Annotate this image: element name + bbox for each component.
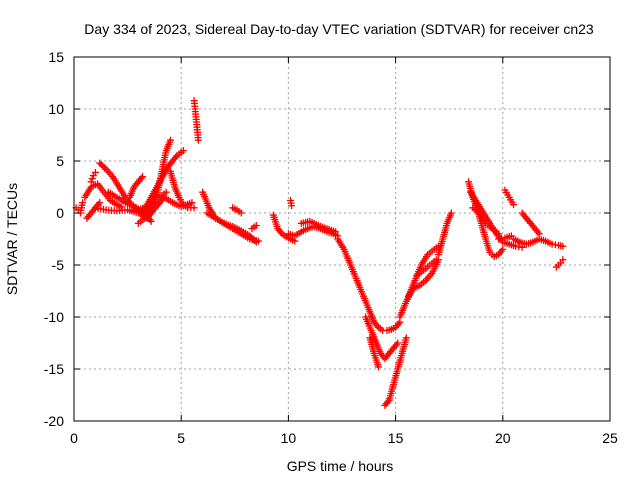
data-point bbox=[117, 203, 125, 211]
data-point bbox=[252, 221, 260, 229]
data-point bbox=[559, 242, 567, 250]
y-tick-label: 5 bbox=[56, 153, 64, 169]
data-series-s13 bbox=[166, 167, 198, 212]
data-point bbox=[402, 334, 410, 342]
data-point bbox=[510, 201, 518, 209]
x-tick-label: 10 bbox=[281, 430, 297, 446]
data-point bbox=[139, 173, 147, 181]
y-axis-label: SDTVAR / TECUs bbox=[4, 183, 20, 295]
x-tick-label: 20 bbox=[495, 430, 511, 446]
data-point bbox=[188, 199, 196, 207]
data-point bbox=[374, 363, 382, 371]
data-series-s14 bbox=[190, 97, 202, 144]
data-series-s4 bbox=[87, 168, 99, 186]
data-series-s29 bbox=[413, 256, 440, 279]
y-tick-label: -20 bbox=[44, 413, 64, 429]
data-point bbox=[447, 209, 455, 217]
data-point bbox=[432, 256, 440, 264]
x-axis-label: GPS time / hours bbox=[287, 458, 394, 474]
data-series-s17 bbox=[229, 204, 245, 217]
data-point bbox=[87, 178, 95, 186]
data-point bbox=[97, 161, 105, 169]
data-series-s1 bbox=[72, 199, 87, 217]
data-series-s38 bbox=[552, 256, 567, 271]
data-point bbox=[288, 202, 296, 210]
data-point bbox=[162, 188, 170, 196]
data-point bbox=[99, 162, 107, 170]
data-series-s20 bbox=[287, 197, 296, 210]
data-series-s23 bbox=[334, 235, 404, 335]
data-point bbox=[237, 209, 245, 217]
grid-layer bbox=[74, 57, 610, 421]
data-series-s2 bbox=[81, 180, 125, 211]
data-series-s34 bbox=[495, 232, 515, 243]
data-point bbox=[147, 217, 155, 225]
data-series-s19 bbox=[269, 211, 299, 245]
x-tick-label: 25 bbox=[602, 430, 618, 446]
data-series-s16 bbox=[203, 209, 262, 245]
data-series-s25 bbox=[366, 334, 382, 371]
data-point bbox=[79, 199, 87, 207]
data-series-s8 bbox=[126, 173, 147, 201]
data-point bbox=[101, 164, 109, 172]
data-point bbox=[190, 204, 198, 212]
data-point bbox=[166, 136, 174, 144]
data-point bbox=[179, 147, 187, 155]
data-point bbox=[559, 256, 567, 264]
x-tick-label: 15 bbox=[388, 430, 404, 446]
data-series-s26 bbox=[381, 334, 410, 409]
data-point bbox=[194, 136, 202, 144]
y-tick-label: -15 bbox=[44, 361, 64, 377]
y-tick-label: -5 bbox=[52, 257, 65, 273]
data-series-s37 bbox=[510, 235, 567, 250]
y-tick-label: 0 bbox=[56, 205, 64, 221]
data-point bbox=[499, 245, 507, 253]
data-point bbox=[96, 159, 104, 167]
data-series-s22 bbox=[297, 217, 340, 236]
x-tick-label: 5 bbox=[177, 430, 185, 446]
data-point bbox=[254, 237, 262, 245]
data-series-s24 bbox=[362, 313, 402, 363]
axis-layer: 0 5 10 15 20 25 -20 -15 -10 -5 0 5 10 15 bbox=[44, 49, 618, 446]
plot-frame bbox=[73, 56, 611, 422]
y-tick-label: 10 bbox=[48, 101, 64, 117]
data-series-s33 bbox=[469, 204, 503, 238]
y-tick-label: 15 bbox=[48, 49, 64, 65]
data-point bbox=[96, 199, 104, 207]
data-series-s30 bbox=[434, 209, 455, 259]
chart-title: Day 334 of 2023, Sidereal Day-to-day VTE… bbox=[84, 21, 594, 37]
x-tick-label: 0 bbox=[70, 430, 78, 446]
data-point bbox=[394, 339, 402, 347]
data-series-s35 bbox=[501, 186, 518, 209]
data-series-s12 bbox=[132, 188, 170, 214]
data-point bbox=[88, 175, 96, 183]
data-series-s27 bbox=[396, 256, 442, 321]
data-point bbox=[91, 168, 99, 176]
data-layer bbox=[72, 97, 567, 409]
data-point bbox=[332, 228, 340, 236]
data-series-s36 bbox=[518, 209, 543, 238]
y-tick-label: -10 bbox=[44, 309, 64, 325]
data-series-s3 bbox=[83, 199, 104, 222]
data-series-s18 bbox=[248, 221, 260, 233]
